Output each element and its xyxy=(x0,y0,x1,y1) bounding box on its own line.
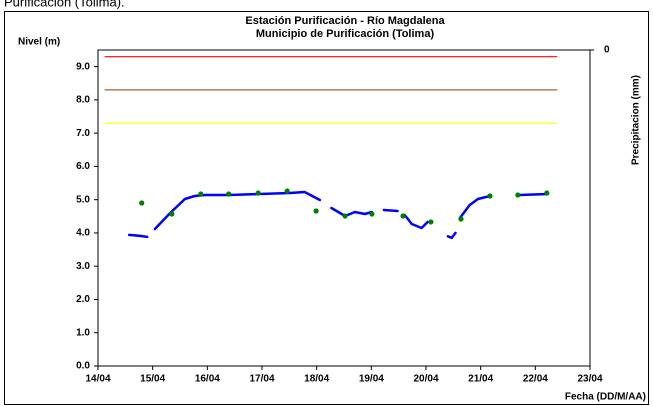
data-point xyxy=(369,211,375,217)
y-tick-label: 9.0 xyxy=(76,61,90,72)
data-point xyxy=(226,191,232,197)
data-point xyxy=(458,216,464,222)
caption: Purificación (Tolima). xyxy=(4,0,125,9)
y-tick-label: 8.0 xyxy=(76,95,90,106)
data-point xyxy=(515,192,521,198)
x-axis-label: Fecha (DD/M/AA) xyxy=(565,392,646,403)
data-point xyxy=(313,208,319,214)
y2-axis-label: Precipitacion (mm) xyxy=(631,75,642,165)
y-tick-label: 5.0 xyxy=(76,194,90,205)
x-tick-label: 20/04 xyxy=(413,374,438,385)
y-tick-label: 1.0 xyxy=(76,327,90,338)
data-point xyxy=(198,191,204,197)
y-tick-label: 3.0 xyxy=(76,261,90,272)
y-tick-label: 2.0 xyxy=(76,294,90,305)
x-tick-label: 14/04 xyxy=(85,374,110,385)
x-tick-label: 23/04 xyxy=(577,374,602,385)
y-tick-label: 4.0 xyxy=(76,228,90,239)
x-tick-label: 16/04 xyxy=(195,374,220,385)
chart-title: Estación Purificación - Río Magdalena xyxy=(245,15,445,27)
x-tick-label: 22/04 xyxy=(523,374,548,385)
x-tick-label: 15/04 xyxy=(140,374,165,385)
series-line xyxy=(127,190,550,240)
y-tick-label: 6.0 xyxy=(76,161,90,172)
x-tick-label: 21/04 xyxy=(468,374,493,385)
data-point xyxy=(544,190,550,196)
x-tick-label: 18/04 xyxy=(304,374,329,385)
y-tick-label: 7.0 xyxy=(76,128,90,139)
data-point xyxy=(169,211,175,217)
data-point xyxy=(139,200,145,206)
x-tick-label: 17/04 xyxy=(249,374,274,385)
data-point xyxy=(255,190,261,196)
data-point xyxy=(284,188,290,194)
plot-area xyxy=(97,49,591,367)
x-tick-label: 19/04 xyxy=(359,374,384,385)
data-point xyxy=(400,213,406,219)
data-point xyxy=(342,213,348,219)
data-point xyxy=(487,193,493,199)
y-tick-label: 0.0 xyxy=(76,361,90,372)
data-point xyxy=(428,219,434,225)
chart-subtitle: Municipio de Purificación (Tolima) xyxy=(256,28,435,40)
y-axis-label: Nivel (m) xyxy=(18,37,60,48)
y2-tick-label: 0 xyxy=(604,45,610,56)
